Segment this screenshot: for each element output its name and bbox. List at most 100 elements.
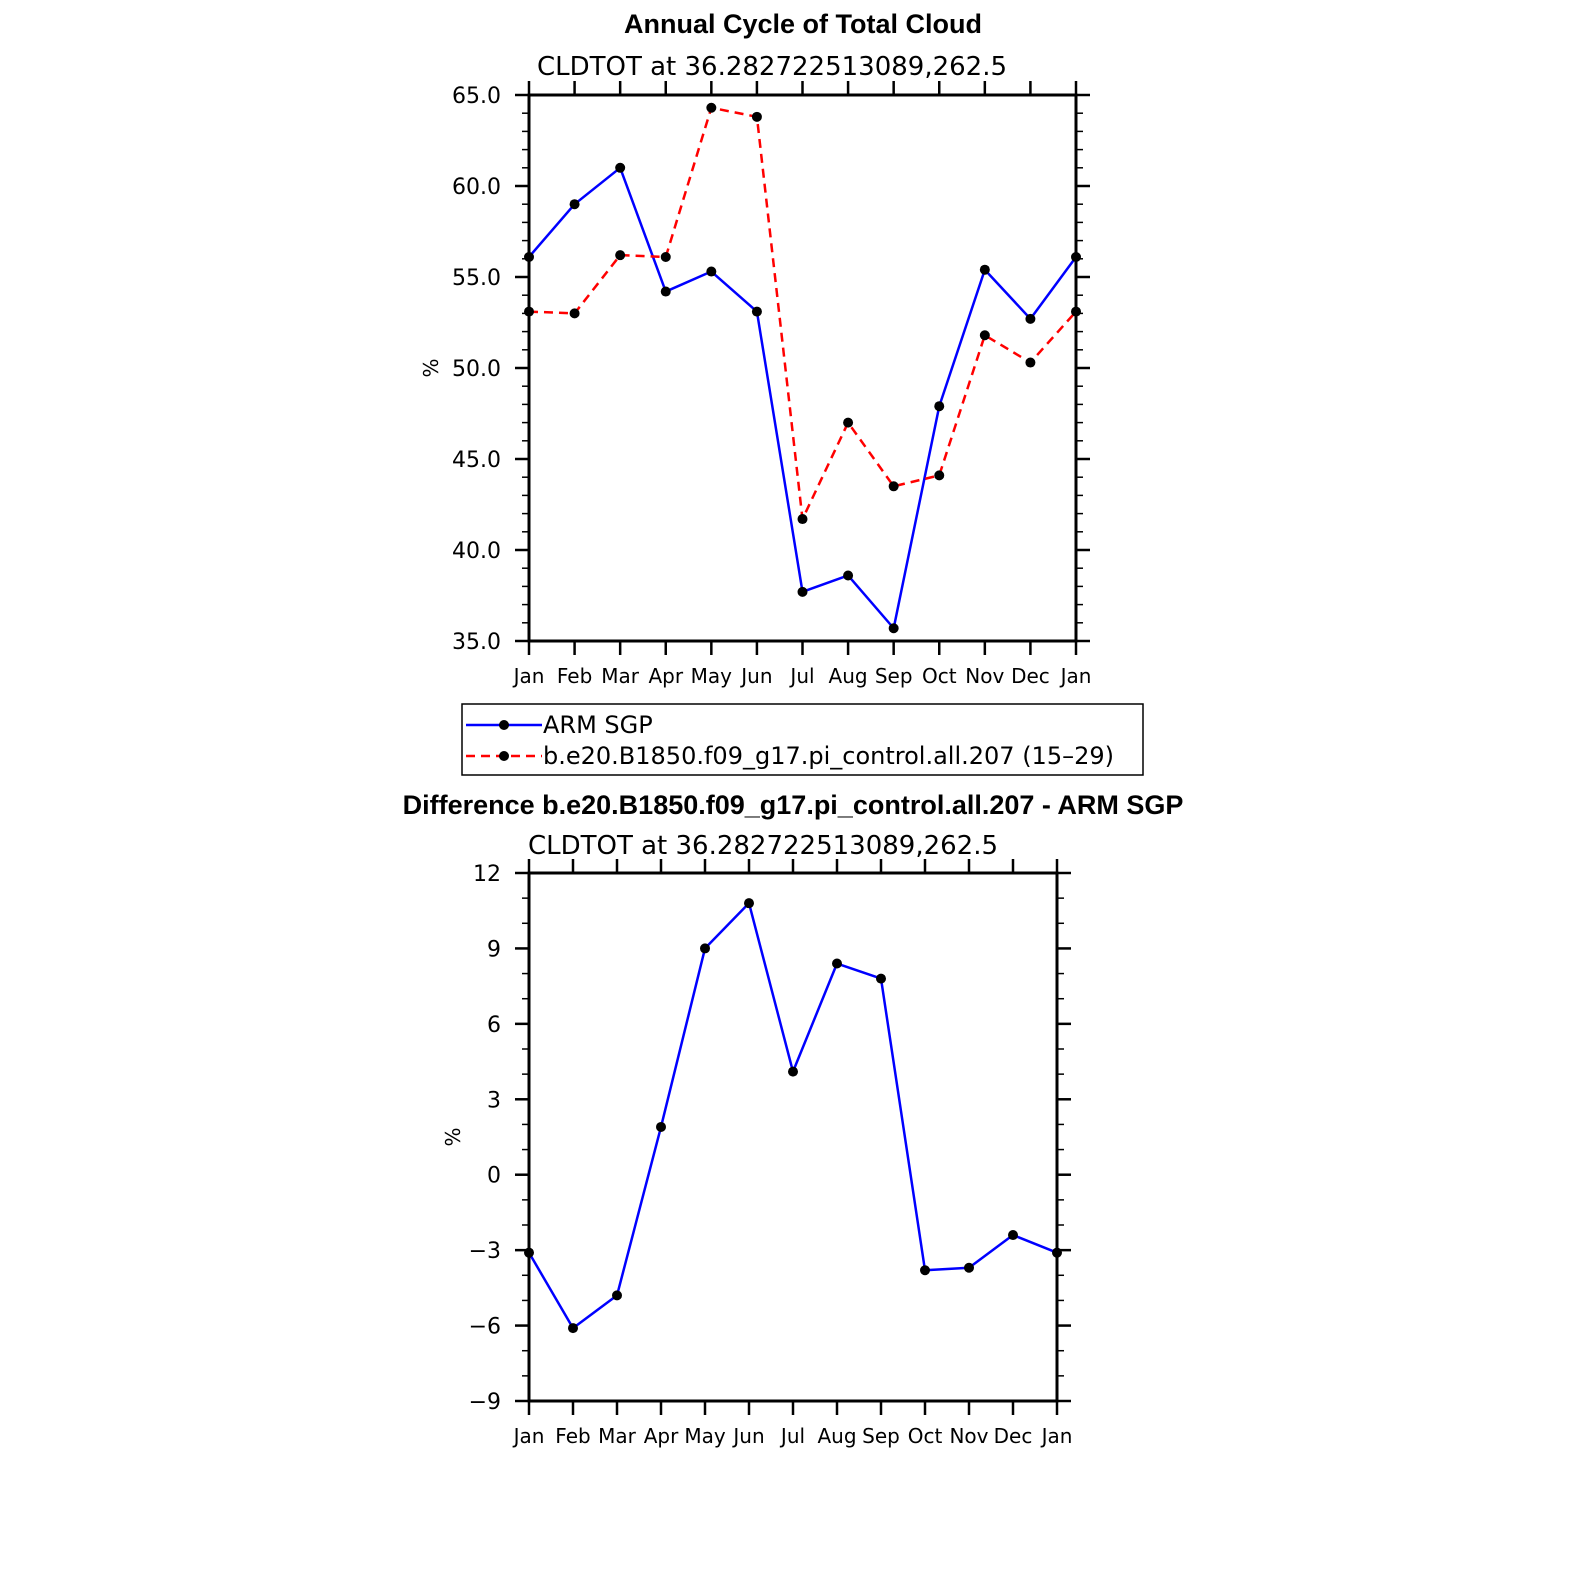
difference-chart: Difference b.e20.B1850.f09_g17.pi_contro… <box>403 790 1184 1448</box>
data-point <box>1008 1230 1018 1241</box>
y-tick-label: 35.0 <box>452 630 501 655</box>
data-point <box>751 111 762 122</box>
data-point <box>524 1247 534 1258</box>
data-point <box>1071 306 1081 317</box>
y-tick-label: −9 <box>469 1390 501 1415</box>
x-tick-label: Aug <box>817 1424 856 1448</box>
legend-box <box>461 703 1144 776</box>
x-tick-labels: Jan Feb Mar Apr May Jun Jul Aug Sep Oct Nov Dec Jan <box>512 664 1092 688</box>
data-point <box>656 1121 666 1132</box>
x-tick-label: Nov <box>949 1424 988 1448</box>
data-point <box>612 1290 622 1301</box>
series-group <box>524 102 1081 634</box>
y-tick-label: 12 <box>473 862 501 887</box>
chart-subtitle: CLDTOT at 36.282722513089,262.5 <box>537 52 1007 82</box>
y-tick-label: 6 <box>487 1013 501 1038</box>
data-point <box>788 1066 798 1077</box>
x-tick-label: Apr <box>648 664 683 688</box>
data-point <box>660 251 671 262</box>
y-tick-label: 40.0 <box>452 539 501 564</box>
x-tick-label: Jan <box>1059 664 1092 688</box>
data-point <box>1071 251 1081 262</box>
data-point <box>568 1323 578 1334</box>
data-point <box>979 330 990 341</box>
y-tick-label: −6 <box>469 1315 501 1340</box>
data-point <box>751 306 762 317</box>
annual-cycle-chart: Annual Cycle of Total Cloud CLDTOT at 36… <box>419 9 1091 688</box>
data-point <box>843 570 854 581</box>
data-point <box>744 898 754 909</box>
data-point <box>1025 313 1036 324</box>
legend-marker-arm-sgp <box>499 720 509 730</box>
legend: ARM SGP b.e20.B1850.f09_g17.pi_control.a… <box>461 703 1144 776</box>
y-tick-label: 60.0 <box>452 175 501 200</box>
series-group <box>524 898 1062 1334</box>
data-point <box>700 943 710 954</box>
x-tick-label: May <box>684 1424 726 1448</box>
data-point <box>832 958 842 969</box>
chart-title: Difference b.e20.B1850.f09_g17.pi_contro… <box>403 790 1184 820</box>
data-point <box>524 251 534 262</box>
y-tick-label: 55.0 <box>452 266 501 291</box>
x-tick-label: May <box>691 664 733 688</box>
chart-subtitle: CLDTOT at 36.282722513089,262.5 <box>528 831 998 861</box>
y-tick-label: 9 <box>487 937 501 962</box>
x-tick-label: Feb <box>557 664 592 688</box>
x-tick-label: Oct <box>908 1424 943 1448</box>
data-point <box>615 162 626 173</box>
plot-frame <box>527 871 1059 1403</box>
series-line-0 <box>528 166 1078 630</box>
y-tick-label: −3 <box>469 1239 501 1264</box>
data-point <box>964 1262 974 1273</box>
y-tick-label: 3 <box>487 1088 501 1113</box>
y-tick-label: 50.0 <box>452 357 501 382</box>
data-point <box>524 306 534 317</box>
x-tick-label: Jan <box>512 664 545 688</box>
data-point <box>615 250 626 261</box>
data-point <box>569 199 580 210</box>
x-tick-label: Aug <box>829 664 868 688</box>
x-tick-label: Jul <box>788 664 814 688</box>
y-tick-label: 0 <box>487 1164 501 1189</box>
y-tick-label: 45.0 <box>452 448 501 473</box>
x-tick-label: Mar <box>598 1424 637 1448</box>
plot-frame <box>527 93 1078 643</box>
data-point <box>706 266 717 277</box>
axis-ticks <box>515 859 1071 1415</box>
data-point <box>934 401 945 412</box>
data-point <box>979 264 990 275</box>
data-point <box>797 586 808 597</box>
data-point <box>660 286 671 297</box>
data-point <box>1025 357 1036 368</box>
legend-marker-model <box>499 751 509 761</box>
data-point <box>920 1265 930 1276</box>
x-tick-label: Mar <box>601 664 640 688</box>
y-tick-labels: 35.0 40.0 45.0 50.0 55.0 60.0 65.0 <box>452 84 501 655</box>
x-tick-label: Jan <box>1040 1424 1073 1448</box>
data-point <box>843 417 854 428</box>
data-point <box>569 308 580 319</box>
x-tick-label: Apr <box>644 1424 679 1448</box>
x-tick-label: Jun <box>739 664 772 688</box>
legend-label-model: b.e20.B1850.f09_g17.pi_control.all.207 (… <box>543 742 1114 770</box>
axis-ticks <box>515 81 1090 655</box>
x-tick-label: Dec <box>1011 664 1050 688</box>
y-axis-label: % <box>419 358 443 377</box>
x-tick-label: Oct <box>922 664 957 688</box>
x-tick-label: Jan <box>512 1424 545 1448</box>
series-line-0 <box>527 901 1058 1330</box>
x-tick-label: Jun <box>731 1424 764 1448</box>
x-tick-label: Sep <box>862 1424 900 1448</box>
y-tick-labels: −9 −6 −3 0 3 6 9 12 <box>469 862 501 1415</box>
x-tick-label: Jul <box>779 1424 805 1448</box>
data-point <box>888 481 899 492</box>
x-tick-labels: Jan Feb Mar Apr May Jun Jul Aug Sep Oct Nov Dec Jan <box>512 1424 1073 1448</box>
y-tick-label: 65.0 <box>452 84 501 109</box>
x-tick-label: Dec <box>994 1424 1033 1448</box>
data-point <box>797 514 808 525</box>
data-point <box>706 102 717 113</box>
data-point <box>934 470 945 481</box>
data-point <box>876 973 886 984</box>
legend-label-arm-sgp: ARM SGP <box>543 711 653 739</box>
